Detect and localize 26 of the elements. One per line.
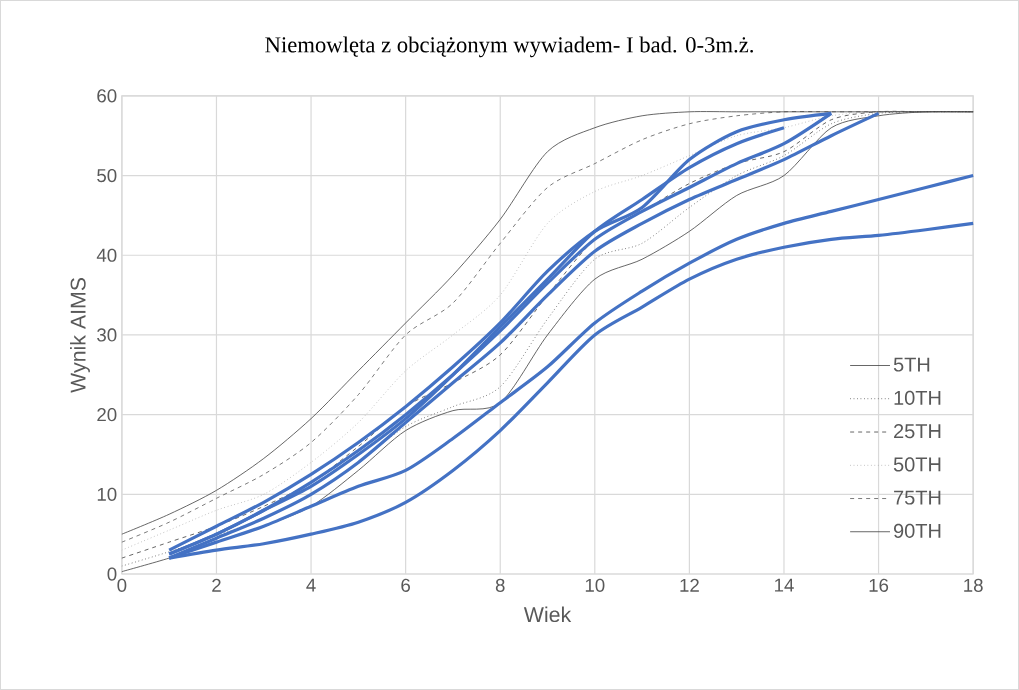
legend-label: 90TH [893, 523, 941, 538]
legend-label: 5TH [893, 357, 930, 372]
x-tick-label: 14 [775, 578, 794, 592]
y-tick-label: 30 [97, 328, 117, 342]
x-axis-title: Wiek [523, 606, 572, 623]
chart-title: Niemowlęta z obciążonym wywiadem- I bad. 0-3m.ż. [265, 36, 753, 58]
x-tick-label: 4 [306, 578, 316, 592]
legend-label: 25TH [894, 424, 941, 439]
y-tick-label: 0 [107, 567, 117, 581]
y-tick-label: 50 [97, 168, 117, 183]
legend-label: 75TH [894, 490, 941, 505]
x-tick-label: 6 [401, 578, 410, 592]
x-tick-label: 8 [495, 578, 505, 592]
y-axis-title: Wynik AIMS [70, 277, 90, 393]
y-tick-label: 10 [97, 487, 117, 501]
y-tick-label: 60 [97, 89, 117, 103]
y-tick-label: 20 [97, 408, 117, 422]
legend-label: 50TH [893, 457, 941, 472]
y-tick-label: 40 [96, 248, 117, 262]
x-tick-label: 16 [869, 578, 889, 592]
x-tick-label: 2 [212, 578, 221, 592]
legend-label: 10TH [894, 390, 941, 405]
x-tick-label: 10 [585, 578, 605, 592]
x-tick-label: 18 [964, 578, 983, 592]
x-tick-label: 0 [117, 578, 127, 592]
x-tick-label: 12 [680, 578, 699, 592]
